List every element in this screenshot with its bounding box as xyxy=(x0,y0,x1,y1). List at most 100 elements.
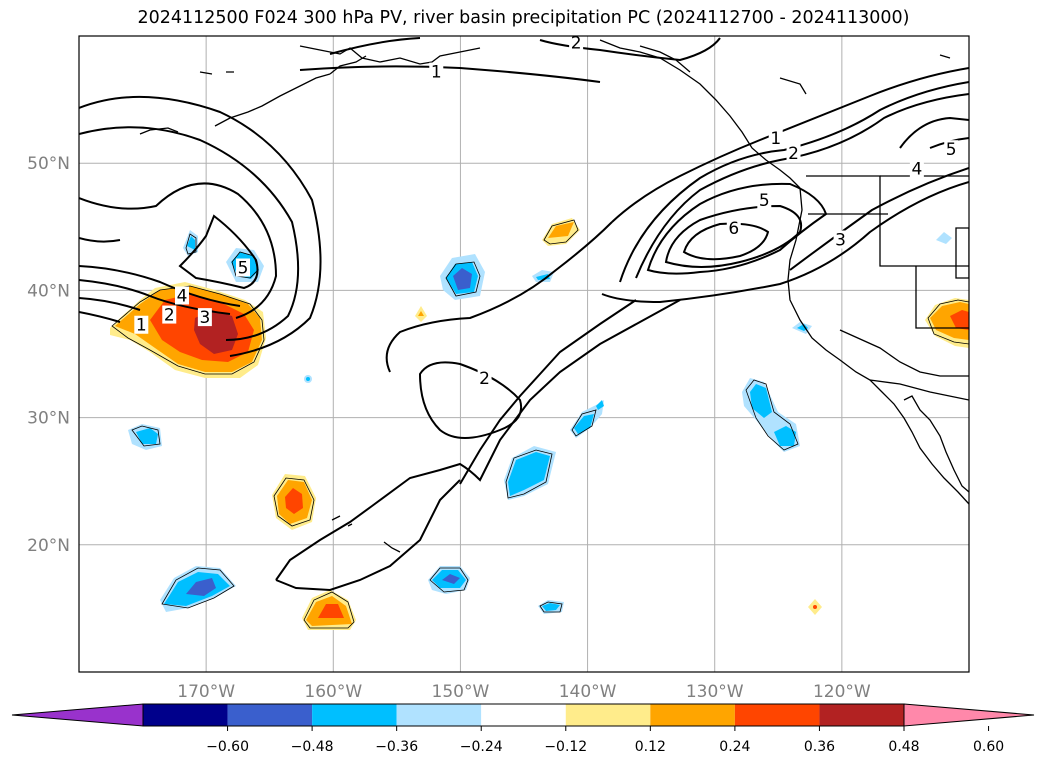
pv-contour-line xyxy=(79,95,322,357)
pv-contour-line xyxy=(789,167,969,271)
precip-anomaly-negative xyxy=(936,232,952,244)
precip-anomaly-negative xyxy=(574,414,594,434)
contour-label: 5 xyxy=(759,191,770,211)
precip-anomaly-negative xyxy=(186,578,216,596)
precip-anomaly-positive xyxy=(285,488,303,514)
contour-label-halo xyxy=(236,258,251,277)
contour-label: 5 xyxy=(946,140,957,160)
contour-label-halo xyxy=(569,33,584,52)
contour-label: 1 xyxy=(431,63,442,83)
colorbar-tick-label: 0.36 xyxy=(804,739,835,755)
pv-contour-line xyxy=(299,65,601,83)
contour-label-halo xyxy=(174,286,189,305)
pv-contour-line xyxy=(664,204,802,268)
colorbar-segment xyxy=(227,704,313,726)
colorbar-segment xyxy=(481,704,566,726)
contour-label-halo xyxy=(726,219,741,238)
colorbar-frame xyxy=(142,703,905,727)
contour-label: 2 xyxy=(571,33,582,53)
precip-anomaly-negative xyxy=(453,268,472,290)
contour-label: 3 xyxy=(835,231,846,251)
colorbar-extend-high xyxy=(903,703,1035,727)
latitude-tick-label: 50°N xyxy=(27,154,70,174)
precip-anomaly-positive xyxy=(318,604,344,618)
colorbar xyxy=(11,703,1035,727)
contour-label-halo xyxy=(162,305,177,324)
pv-contour-line xyxy=(682,222,770,261)
contour-label: 1 xyxy=(770,129,781,149)
colorbar-segment xyxy=(734,704,820,726)
latitude-labels: 20°N 30°N 40°N 50°N xyxy=(27,154,70,556)
colorbar-tick-label: −0.48 xyxy=(291,739,334,755)
pv-contour-line xyxy=(601,181,969,304)
pv-contour-line xyxy=(79,126,300,341)
pv-contour-line xyxy=(646,182,828,275)
contour-label-halo xyxy=(768,128,783,147)
colorbar-segment xyxy=(143,704,228,726)
precip-anomaly-negative xyxy=(542,603,560,611)
precip-anomaly-positive xyxy=(548,222,574,238)
colorbar-segment xyxy=(312,704,397,726)
colorbar-labels: −0.60 −0.48 −0.36 −0.24 −0.12 0.12 0.24 0.36 0.4… xyxy=(206,726,1004,755)
colorbar-tick-label: 0.12 xyxy=(635,739,666,755)
precip-anomaly-positive xyxy=(950,310,969,330)
pv-contour-line xyxy=(611,67,969,223)
latitude-tick-label: 40°N xyxy=(27,281,70,301)
precip-anomaly-negative xyxy=(136,428,158,444)
contour-label: 2 xyxy=(164,306,175,326)
colorbar-tick-label: −0.60 xyxy=(206,739,249,755)
pv-contour-line xyxy=(178,214,259,290)
colorbar-segment xyxy=(650,704,735,726)
pv-contour-line xyxy=(459,299,637,485)
longitude-labels: 170°W 160°W 150°W 140°W 130°W 120°W xyxy=(177,682,871,702)
contour-label-halo xyxy=(429,62,444,81)
coastlines xyxy=(139,39,969,553)
pv-contour-line xyxy=(329,37,721,62)
pv-contour-line xyxy=(619,81,969,283)
colorbar-segment xyxy=(396,704,482,726)
contour-label-halo xyxy=(944,140,959,159)
pv-contour-line xyxy=(418,361,522,439)
colorbar-tick-label: −0.36 xyxy=(375,739,418,755)
latitude-tick-label: 20°N xyxy=(27,536,70,556)
colorbar-segment xyxy=(565,704,651,726)
contour-label-halo xyxy=(833,230,848,249)
contour-label-halo xyxy=(477,369,492,388)
pv-contour-line xyxy=(79,297,141,311)
colorbar-segment xyxy=(819,704,904,726)
colorbar-extend-low xyxy=(11,703,144,727)
contour-label: 3 xyxy=(199,308,210,328)
precip-anomaly-negative xyxy=(187,236,195,250)
contour-label: 2 xyxy=(479,369,490,389)
map-frame xyxy=(78,35,970,673)
colorbar-tick-label: 0.60 xyxy=(973,739,1004,755)
precip-anomaly-negative xyxy=(442,574,460,584)
colorbar-tick-label: 0.48 xyxy=(888,739,919,755)
precip-anomaly-negative xyxy=(306,377,310,381)
contour-label: 4 xyxy=(177,286,188,306)
precip-anomaly-positive xyxy=(813,605,817,609)
contour-label: 4 xyxy=(911,159,922,179)
pv-contour-line xyxy=(385,221,613,373)
colorbar-tick-label: −0.12 xyxy=(544,739,587,755)
pv-contour-line xyxy=(275,479,461,592)
longitude-tick-label: 130°W xyxy=(686,682,744,702)
pv-contour-line xyxy=(79,237,121,243)
latitude-tick-label: 30°N xyxy=(27,409,70,429)
colorbar-tick-label: 0.24 xyxy=(719,739,750,755)
precip-anomaly-negative xyxy=(797,324,808,331)
precip-anomaly-negative xyxy=(774,426,796,446)
precip-anomaly-positive xyxy=(418,311,424,316)
longitude-tick-label: 150°W xyxy=(432,682,490,702)
contour-label-halo xyxy=(134,315,149,334)
map-title: 2024112500 F024 300 hPa PV, river basin … xyxy=(137,8,910,28)
contour-label: 1 xyxy=(136,316,147,336)
pv-contour-line xyxy=(79,311,121,323)
colorbar-tick-label: −0.24 xyxy=(460,739,503,755)
contour-label: 2 xyxy=(788,144,799,164)
contour-label: 6 xyxy=(728,219,739,239)
pv-contour-line xyxy=(899,116,969,149)
contour-label: 5 xyxy=(238,259,249,279)
